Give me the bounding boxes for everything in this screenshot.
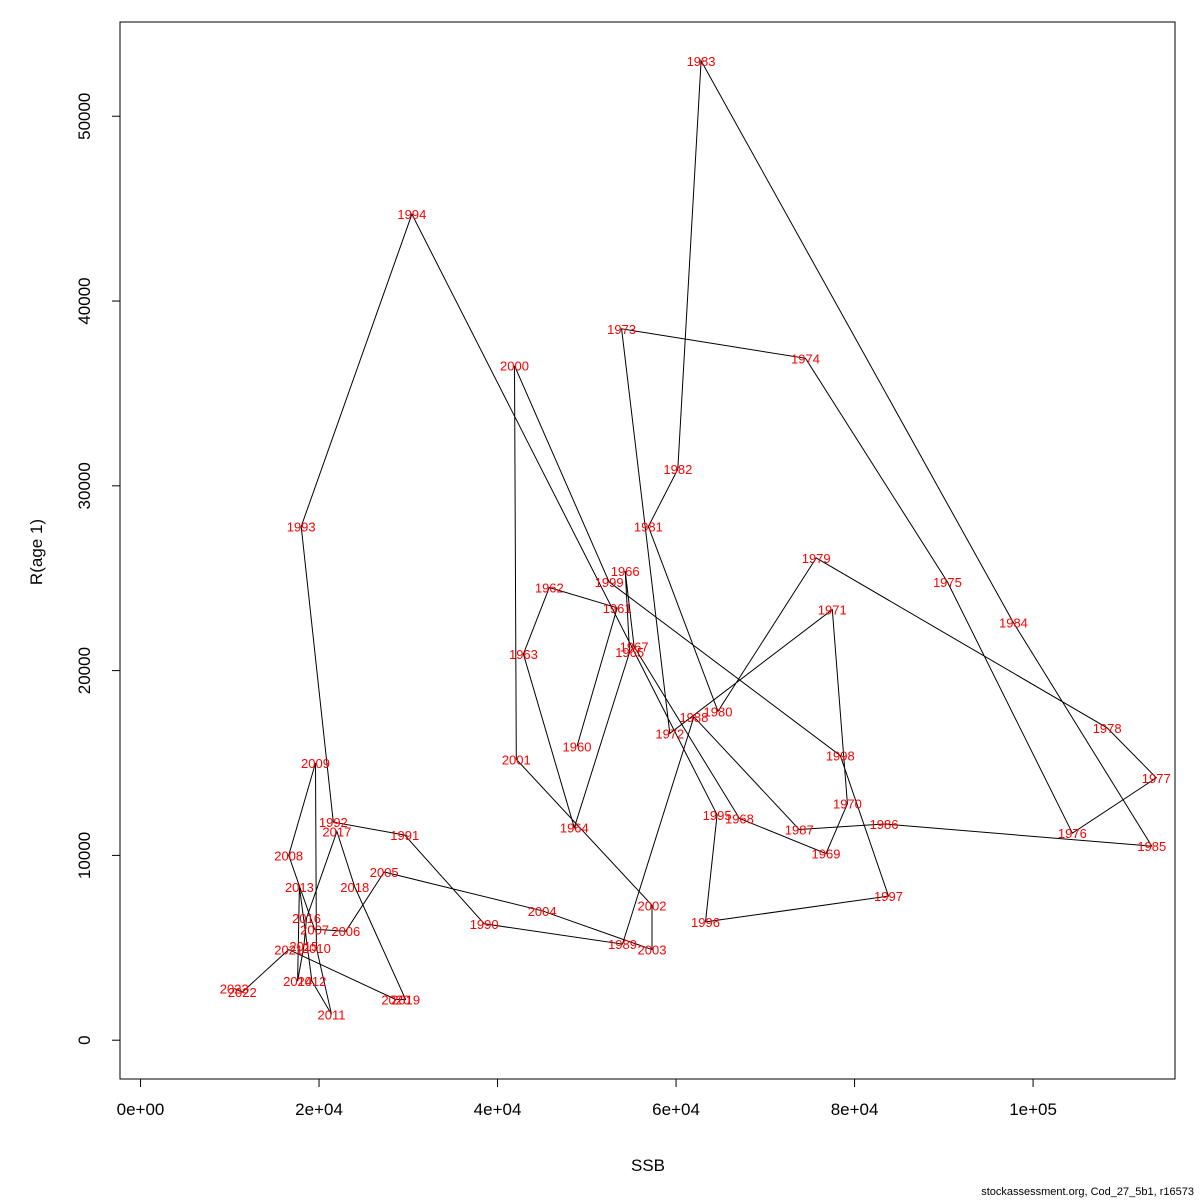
- year-label-1964: 1964: [560, 821, 589, 836]
- year-label-2000: 2000: [500, 359, 529, 374]
- year-label-1975: 1975: [933, 575, 962, 590]
- year-label-1998: 1998: [826, 749, 855, 764]
- year-label-2004: 2004: [528, 904, 557, 919]
- x-axis: 0e+00 2e+04 4e+04 6e+04 8e+04 1e+05: [117, 1078, 1057, 1119]
- year-label-2009: 2009: [301, 756, 330, 771]
- year-label-1970: 1970: [833, 797, 862, 812]
- year-label-1993: 1993: [287, 519, 316, 534]
- year-label-1987: 1987: [785, 823, 814, 838]
- year-label-1984: 1984: [999, 616, 1028, 631]
- y-tick-label: 50000: [75, 93, 94, 140]
- year-label-2022: 2022: [228, 985, 257, 1000]
- year-label-1996: 1996: [691, 915, 720, 930]
- year-label-1963: 1963: [509, 647, 538, 662]
- year-label-1994: 1994: [397, 207, 426, 222]
- year-label-1967: 1967: [620, 640, 649, 655]
- year-label-1972: 1972: [655, 726, 684, 741]
- year-label-2012: 2012: [297, 974, 326, 989]
- y-tick-label: 40000: [75, 277, 94, 324]
- year-label-1980: 1980: [704, 704, 733, 719]
- year-label-2019: 2019: [391, 993, 420, 1008]
- year-label-1997: 1997: [874, 889, 903, 904]
- year-label-2005: 2005: [370, 865, 399, 880]
- year-label-1979: 1979: [802, 551, 831, 566]
- year-label-1995: 1995: [703, 808, 732, 823]
- year-label-2010: 2010: [302, 941, 331, 956]
- year-label-1992: 1992: [319, 815, 348, 830]
- year-label-2016: 2016: [292, 911, 321, 926]
- y-tick-label: 30000: [75, 462, 94, 509]
- y-axis-title: R(age 1): [27, 519, 46, 585]
- year-label-2007: 2007: [300, 922, 329, 937]
- x-tick-label: 0e+00: [117, 1100, 165, 1119]
- year-label-2003: 2003: [638, 943, 667, 958]
- year-label-2015: 2015: [289, 939, 318, 954]
- data-series: [233, 59, 1158, 1015]
- year-label-1965: 1965: [615, 645, 644, 660]
- year-labels: 1960 1961 1962 1963 1964 1965 1966 1967 1968 1969…: [220, 54, 1171, 1023]
- recruitment-trajectory-line: [233, 59, 1158, 1015]
- year-label-1971: 1971: [818, 603, 847, 618]
- year-label-1973: 1973: [607, 322, 636, 337]
- year-label-1962: 1962: [535, 580, 564, 595]
- year-label-1976: 1976: [1058, 826, 1087, 841]
- year-label-1966: 1966: [611, 564, 640, 579]
- y-tick-label: 20000: [75, 647, 94, 694]
- x-tick-label: 2e+04: [295, 1100, 343, 1119]
- year-label-2020: 2020: [381, 993, 410, 1008]
- x-tick-label: 4e+04: [474, 1100, 522, 1119]
- year-label-2023: 2023: [220, 981, 249, 996]
- year-label-1985: 1985: [1137, 839, 1166, 854]
- y-tick-label: 0: [75, 1035, 94, 1044]
- year-label-2017: 2017: [322, 824, 351, 839]
- year-label-1978: 1978: [1093, 721, 1122, 736]
- source-credit: stockassessment.org, Cod_27_5b1, r16573: [981, 1186, 1194, 1198]
- x-tick-label: 8e+04: [831, 1100, 879, 1119]
- year-label-2013: 2013: [285, 880, 314, 895]
- year-label-2002: 2002: [638, 898, 667, 913]
- year-label-2001: 2001: [502, 752, 531, 767]
- year-label-1988: 1988: [679, 710, 708, 725]
- year-label-1999: 1999: [595, 575, 624, 590]
- plot-frame: [119, 21, 1176, 1080]
- year-label-2018: 2018: [340, 880, 369, 895]
- year-label-2021: 2021: [274, 943, 303, 958]
- year-label-1981: 1981: [634, 519, 663, 534]
- year-label-1990: 1990: [470, 917, 499, 932]
- year-label-1969: 1969: [812, 847, 841, 862]
- year-label-1977: 1977: [1142, 771, 1171, 786]
- year-label-1989: 1989: [608, 937, 637, 952]
- year-label-2008: 2008: [274, 848, 303, 863]
- x-tick-label: 6e+04: [652, 1100, 700, 1119]
- year-label-2006: 2006: [331, 924, 360, 939]
- year-label-1983: 1983: [687, 54, 716, 69]
- year-label-1982: 1982: [663, 462, 692, 477]
- x-axis-title: SSB: [631, 1156, 665, 1175]
- y-tick-label: 10000: [75, 832, 94, 879]
- x-tick-label: 1e+05: [1009, 1100, 1057, 1119]
- year-label-2014: 2014: [283, 974, 312, 989]
- year-label-1986: 1986: [870, 817, 899, 832]
- year-label-1991: 1991: [390, 828, 419, 843]
- year-label-1968: 1968: [725, 811, 754, 826]
- year-label-1960: 1960: [563, 739, 592, 754]
- year-label-1961: 1961: [603, 601, 632, 616]
- year-label-2011: 2011: [318, 1007, 346, 1022]
- year-label-1974: 1974: [791, 351, 820, 366]
- y-axis: 0 10000 20000 30000 40000 50000: [75, 93, 121, 1045]
